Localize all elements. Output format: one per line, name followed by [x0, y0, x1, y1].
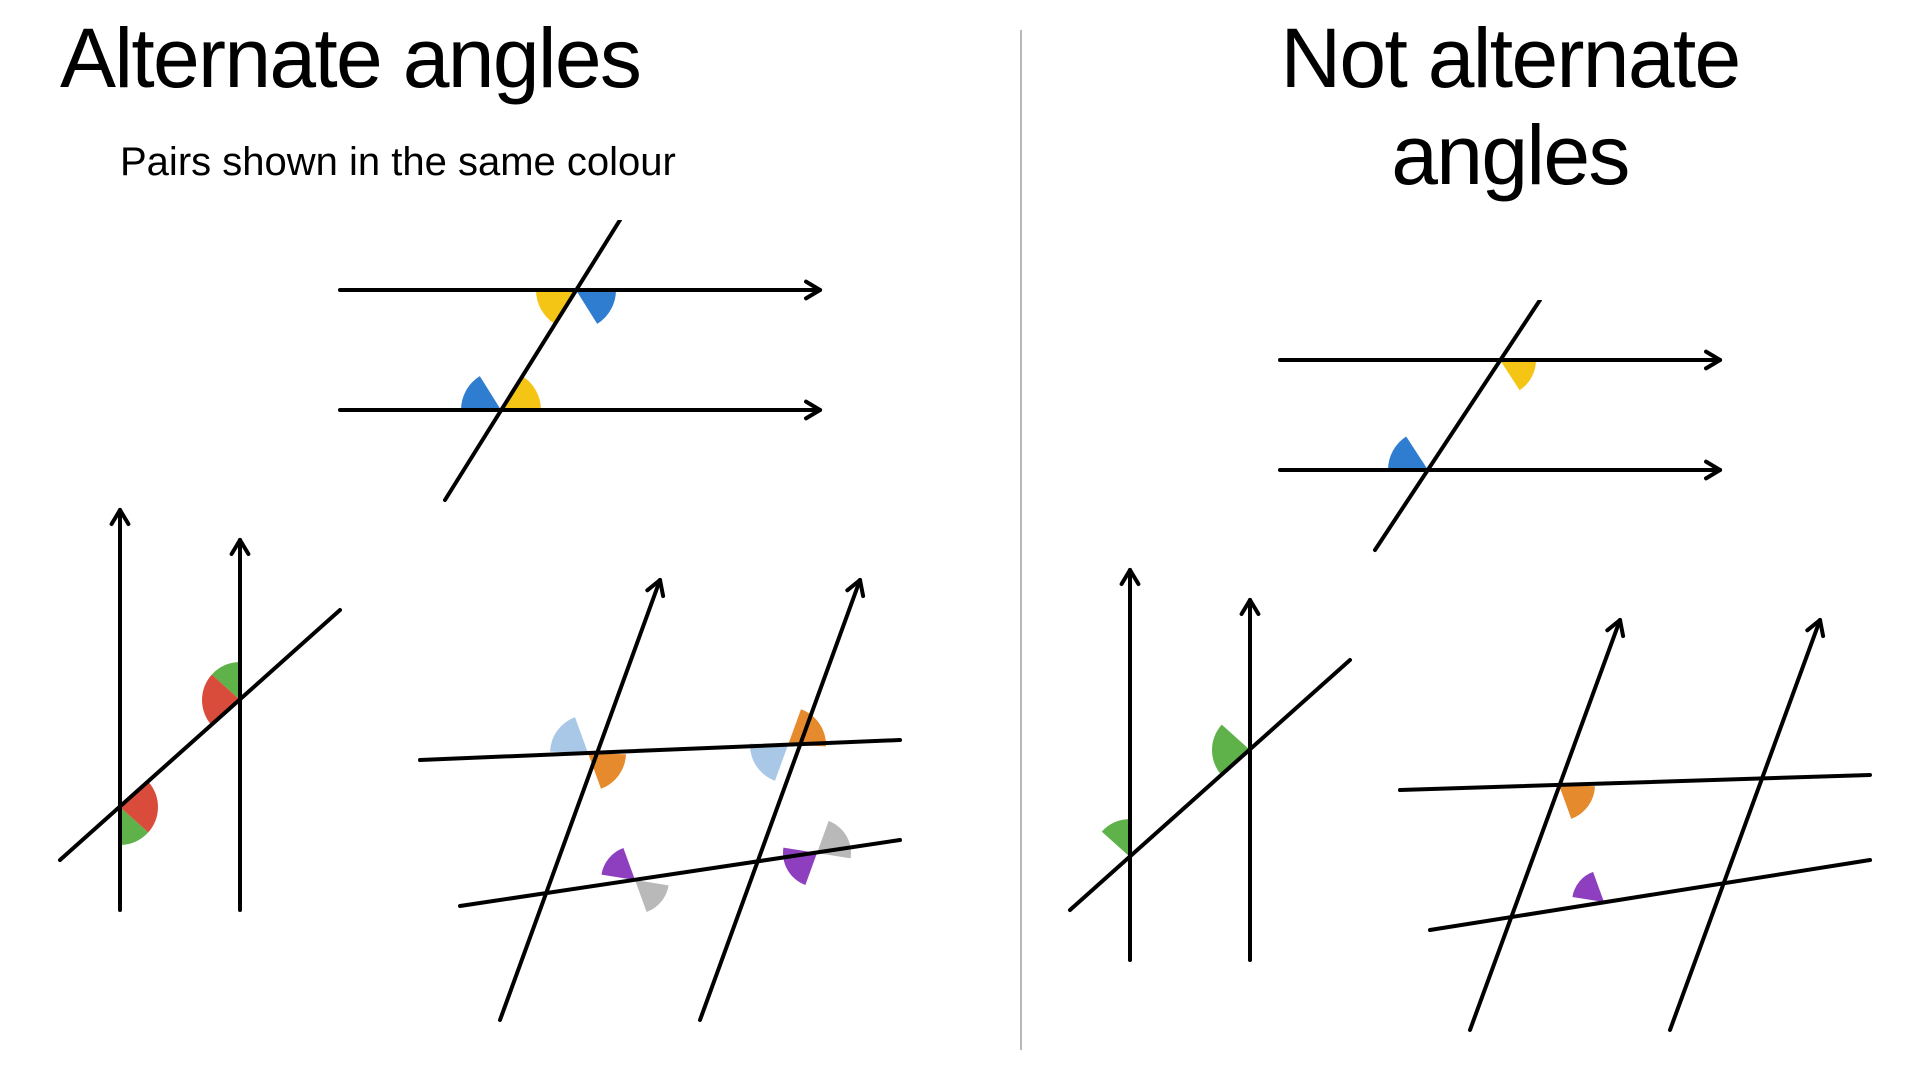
line: [1430, 860, 1870, 930]
right-title: Not alternateangles: [1150, 10, 1870, 203]
line: [445, 220, 620, 500]
diagram-left-horizontal-parallel: [300, 220, 860, 520]
line: [1470, 620, 1620, 1030]
line: [1670, 620, 1820, 1030]
angle-sector: [750, 744, 788, 781]
diagram-left-vertical-parallel: [40, 480, 400, 940]
angle-sector: [576, 290, 616, 324]
angle-sector: [1572, 872, 1604, 902]
diagram-right-double-transversal: [1370, 600, 1910, 1060]
diagram-left-double-transversal: [380, 560, 940, 1060]
angle-sector: [550, 717, 588, 753]
line: [60, 610, 340, 860]
angle-sector: [601, 848, 635, 880]
line: [420, 740, 900, 760]
left-title: Alternate angles: [60, 10, 640, 107]
angle-sector: [1102, 819, 1130, 857]
angle-sector: [635, 880, 669, 912]
diagram-right-vertical-parallel: [1050, 540, 1390, 1000]
center-divider: [1020, 30, 1022, 1050]
line: [1070, 660, 1350, 910]
line: [1375, 300, 1540, 550]
page: Alternate angles Pairs shown in the same…: [0, 0, 1920, 1080]
angle-sector: [1388, 436, 1428, 470]
line: [700, 580, 860, 1020]
line: [500, 580, 660, 1020]
angle-sector: [1500, 360, 1536, 390]
angle-sector: [1559, 785, 1595, 819]
diagram-right-horizontal-parallel: [1240, 300, 1760, 560]
angle-sector: [461, 376, 501, 410]
line: [1400, 775, 1870, 790]
line: [460, 840, 900, 906]
left-subtitle: Pairs shown in the same colour: [120, 140, 676, 185]
